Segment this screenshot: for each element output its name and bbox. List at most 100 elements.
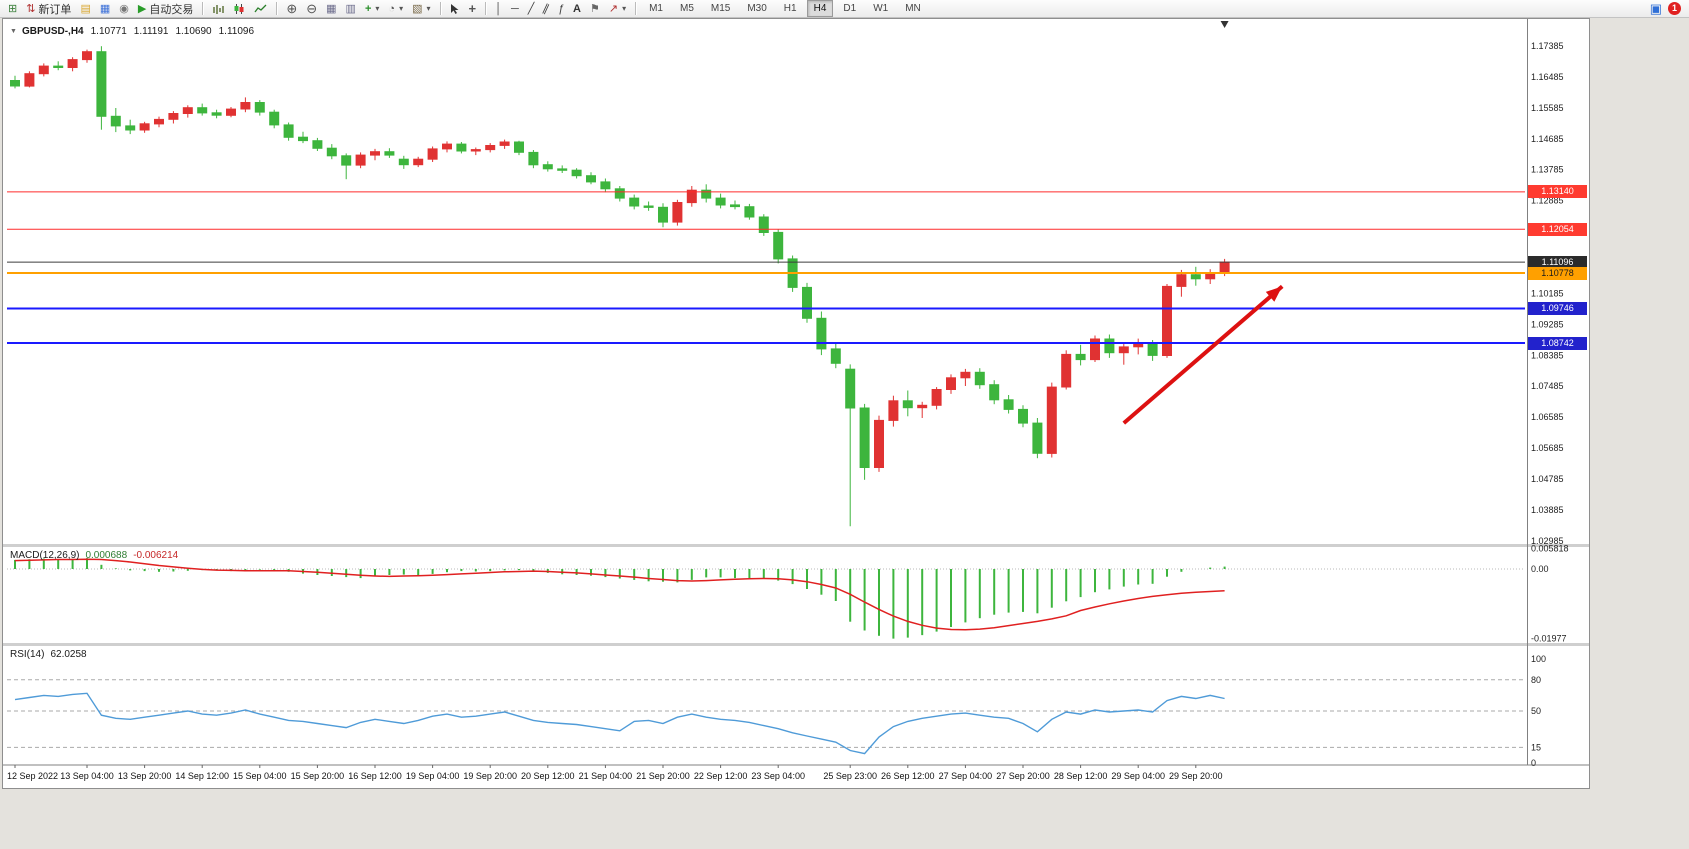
time-axis-label: 15 Sep 04:00: [233, 771, 287, 781]
bar-chart-icon: [213, 4, 225, 14]
new-order-label: 新订单: [38, 3, 72, 16]
notification-badge[interactable]: 1: [1668, 2, 1681, 15]
price-tick-label: 1.09285: [1531, 319, 1564, 329]
time-axis-label: 19 Sep 04:00: [406, 771, 460, 781]
fibonacci-icon: ƒ: [557, 2, 565, 15]
zoom-out-icon: ⊖: [306, 0, 318, 16]
macd-indicator-label: MACD(12,26,9) 0.000688 -0.006214: [10, 550, 178, 561]
chart-window[interactable]: ▼ GBPUSD-,H4 1.10771 1.11191 1.10690 1.1…: [2, 18, 1590, 789]
pane-splitter[interactable]: [3, 643, 1589, 646]
timeframe-m1[interactable]: M1: [649, 3, 663, 14]
text-tool-button[interactable]: A: [569, 1, 585, 17]
label-tool-button[interactable]: ⚑: [586, 1, 604, 17]
cascade-windows-button[interactable]: ▥: [342, 1, 360, 17]
bar-chart-button[interactable]: [208, 1, 228, 17]
candlestick-icon: [234, 3, 244, 14]
close-value: 1.11096: [218, 26, 255, 37]
time-axis-label: 19 Sep 20:00: [463, 771, 517, 781]
arrows-tool-button[interactable]: ↗ ▾: [605, 1, 630, 17]
price-badge-support-line-2: 1.08742: [1528, 336, 1587, 350]
last-bar-marker-icon: [1220, 21, 1229, 28]
text-icon: A: [573, 2, 581, 15]
price-badge-current-price-line: 1.11096: [1528, 255, 1587, 269]
cascade-windows-icon: ▥: [345, 2, 356, 15]
macd-tick-label: 0.005818: [1531, 544, 1569, 554]
templates-button[interactable]: ▧ ▾: [408, 1, 434, 17]
new-chart-button[interactable]: ⊞: [4, 1, 21, 17]
crosshair-tool-button[interactable]: +: [465, 1, 481, 17]
rsi-tick-label: 100: [1531, 654, 1546, 664]
timeframe-d1[interactable]: D1: [843, 3, 857, 14]
time-axis-label: 29 Sep 20:00: [1169, 771, 1223, 781]
zoom-out-button[interactable]: ⊖: [302, 1, 321, 17]
trendline-tool-button[interactable]: ╱: [524, 1, 539, 17]
new-order-button[interactable]: ⇅ 新订单: [22, 1, 75, 17]
autotrade-button[interactable]: ▶ 自动交易: [134, 1, 197, 17]
price-tick-label: 1.06585: [1531, 412, 1564, 422]
macd-tick-label: -0.01977: [1531, 634, 1567, 644]
toolbar-separator: [635, 2, 637, 15]
timeframe-h1[interactable]: H1: [783, 3, 797, 14]
price-tick-label: 1.04785: [1531, 474, 1564, 484]
price-tick-label: 1.10185: [1531, 288, 1564, 298]
timeframe-w1[interactable]: W1: [873, 3, 889, 14]
price-tick-label: 1.13785: [1531, 165, 1564, 175]
rsi-tick-label: 80: [1531, 675, 1541, 685]
timeframe-h4[interactable]: H4: [806, 0, 834, 17]
macd-name: MACD(12,26,9): [10, 550, 80, 561]
periods-button[interactable]: ◔ ▾: [384, 1, 407, 17]
terminal-button[interactable]: ◉: [115, 1, 133, 17]
toolbar-separator: [485, 2, 487, 15]
vertical-line-tool-button[interactable]: │: [491, 1, 506, 17]
candlestick-button[interactable]: [229, 1, 249, 17]
metaeditor-button[interactable]: ▦: [96, 1, 114, 17]
time-axis-label: 29 Sep 04:00: [1111, 771, 1165, 781]
template-icon: ▧: [412, 2, 423, 15]
timeframe-m15[interactable]: M15: [710, 3, 731, 14]
horizontal-line-tool-button[interactable]: ─: [507, 1, 523, 17]
price-badge-orange-level-line: 1.10778: [1528, 266, 1587, 280]
horizontal-line-icon: ─: [510, 2, 519, 15]
chevron-down-icon: ▾: [622, 4, 627, 13]
price-axis: 1.17385 1.16485 1.15585 1.14685 1.13785 1.128…: [1531, 41, 1564, 546]
timeframe-m5[interactable]: M5: [679, 3, 694, 14]
horizontal-lines[interactable]: [7, 191, 1525, 344]
indicators-button[interactable]: + ▾: [361, 1, 383, 17]
pane-splitter[interactable]: [3, 544, 1589, 547]
timeframe-mn[interactable]: MN: [905, 3, 921, 14]
vertical-line-icon: │: [495, 2, 502, 15]
cursor-tool-button[interactable]: [446, 1, 464, 17]
window-icon[interactable]: ▣: [1649, 0, 1662, 16]
rsi-tick-label: 0: [1531, 758, 1536, 768]
rsi-pane: 100 80 50 15 0: [7, 654, 1546, 768]
autotrade-label: 自动交易: [149, 3, 194, 16]
fibonacci-tool-button[interactable]: ƒ: [554, 1, 568, 17]
time-axis[interactable]: 12 Sep 2022 13 Sep 04:00 13 Sep 20:00 14 Se…: [7, 765, 1223, 781]
autotrade-play-icon: ▶: [137, 2, 147, 15]
trend-arrow[interactable]: [1122, 284, 1284, 425]
timeframe-m30[interactable]: M30: [747, 3, 767, 14]
open-folder-button[interactable]: ▤: [76, 1, 94, 17]
price-tick-label: 1.16485: [1531, 72, 1564, 82]
price-tick-label: 1.14685: [1531, 134, 1564, 144]
channel-tool-button[interactable]: ∥: [539, 1, 553, 17]
tile-windows-button[interactable]: ▦: [322, 1, 340, 17]
price-tick-label: 1.03885: [1531, 505, 1564, 515]
zoom-in-button[interactable]: ⊕: [282, 1, 301, 17]
time-axis-label: 27 Sep 04:00: [939, 771, 993, 781]
label-flag-icon: ⚑: [589, 2, 600, 15]
cursor-icon: [450, 3, 458, 14]
new-order-icon: ⇅: [26, 2, 36, 15]
time-axis-label: 27 Sep 20:00: [996, 771, 1050, 781]
time-axis-label: 20 Sep 12:00: [521, 771, 575, 781]
price-tick-label: 1.02985: [1531, 536, 1564, 546]
chart-canvas[interactable]: 1.17385 1.16485 1.15585 1.14685 1.13785 1.128…: [3, 19, 1589, 786]
time-axis-label: 13 Sep 20:00: [118, 771, 172, 781]
line-chart-button[interactable]: [250, 1, 271, 17]
one-click-trading-toggle[interactable]: ▼: [10, 28, 17, 35]
editor-icon: ▦: [99, 2, 111, 15]
symbol-period-label: GBPUSD-,H4: [21, 26, 84, 37]
time-axis-label: 14 Sep 12:00: [175, 771, 229, 781]
folder-icon: ▤: [80, 2, 91, 15]
time-axis-label: 12 Sep 2022: [7, 771, 58, 781]
